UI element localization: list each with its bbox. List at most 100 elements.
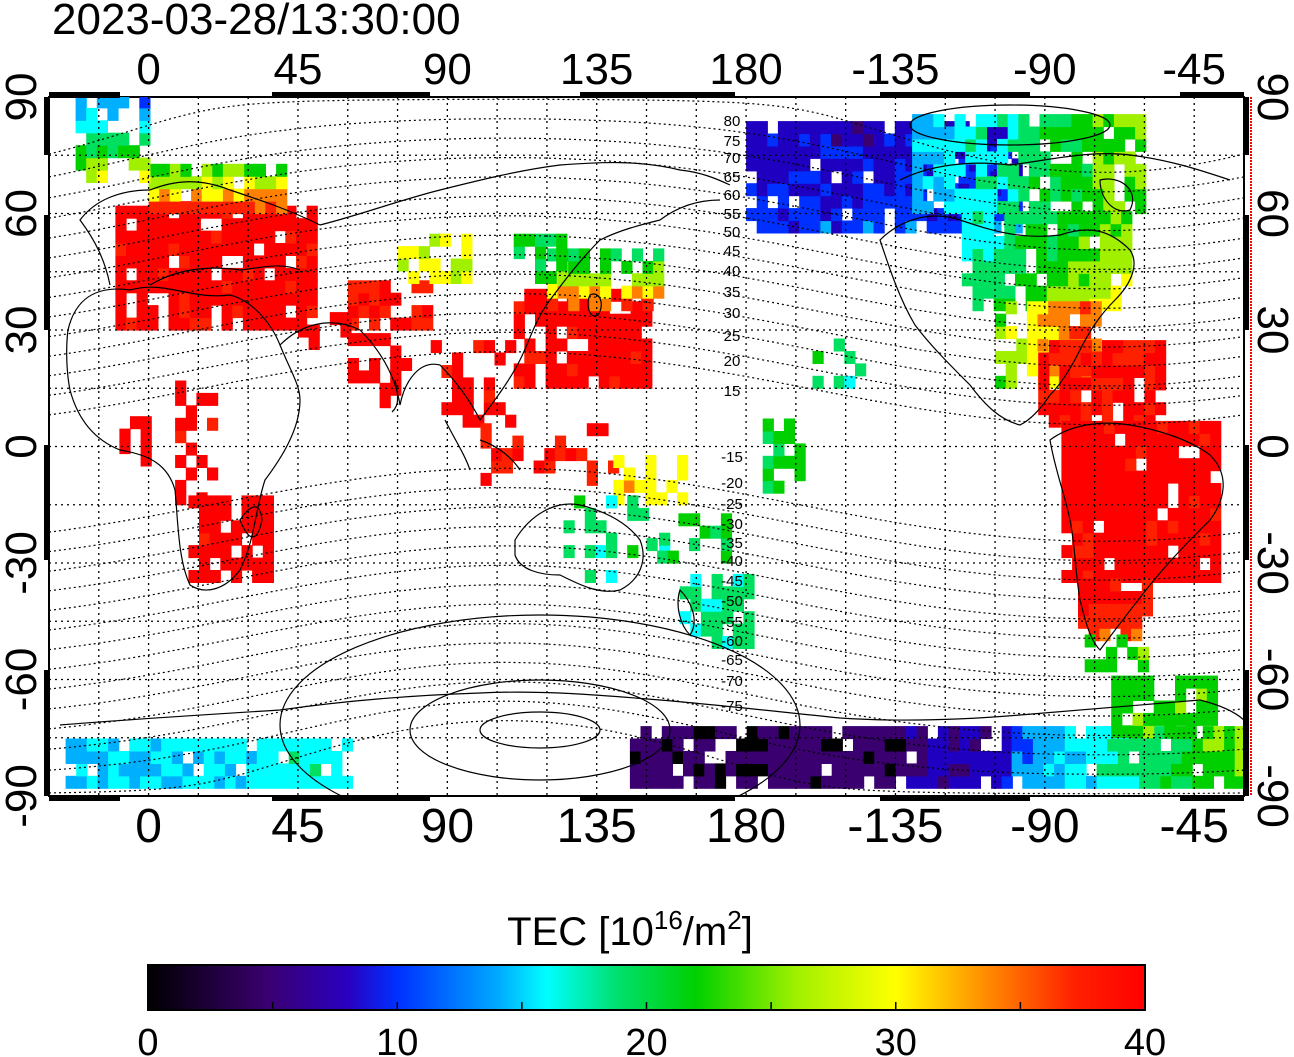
mag-contour	[49, 603, 1244, 678]
tec-cell	[905, 170, 917, 184]
tec-cell	[1114, 557, 1126, 571]
tec-cell	[1132, 688, 1144, 701]
tec-cell	[812, 375, 824, 389]
tec-cell	[969, 751, 981, 764]
tec-cell	[168, 317, 180, 331]
tec-cell	[852, 158, 864, 172]
tec-cell	[233, 188, 245, 202]
tec-cell	[1199, 495, 1211, 509]
mag-contour	[49, 157, 1244, 232]
mag-lat-label: -35	[721, 535, 743, 552]
tec-cell	[1001, 763, 1013, 777]
lon-tick-bottom: 0	[135, 800, 162, 853]
tec-cell	[577, 363, 589, 377]
tec-cell	[1072, 557, 1084, 571]
tec-cell	[672, 775, 684, 789]
tec-cell	[96, 120, 108, 134]
tec-cell	[157, 218, 170, 232]
tec-cell	[1114, 545, 1126, 559]
lat-tick-right: 90	[1248, 73, 1294, 122]
tec-cell	[96, 157, 108, 171]
tec-cell	[544, 460, 556, 474]
tec-cell	[544, 448, 556, 462]
tec-cell	[1135, 176, 1147, 190]
tec-cell	[1175, 712, 1187, 726]
tec-cell	[937, 763, 950, 777]
tec-cell	[1093, 557, 1105, 571]
tec-cell	[86, 145, 98, 159]
tec-cell	[1103, 188, 1115, 202]
tec-cell	[1196, 700, 1208, 714]
tec-cell	[189, 230, 201, 244]
tec-cell	[1004, 236, 1016, 249]
tec-cell	[912, 138, 924, 152]
tec-cell	[1071, 138, 1083, 152]
tec-cell	[1146, 507, 1158, 521]
tec-cell	[159, 188, 171, 202]
tec-cell	[150, 775, 162, 789]
tec-cell	[853, 738, 865, 752]
tec-cell	[1210, 557, 1222, 571]
tec-cell	[358, 370, 370, 384]
tec-cell	[441, 402, 453, 416]
tec-cell	[1080, 352, 1092, 366]
tec-cell	[211, 292, 223, 306]
tec-cell	[609, 288, 621, 302]
tec-cell	[1004, 211, 1016, 225]
tec-cell	[965, 188, 977, 202]
tec-cell	[831, 145, 843, 159]
tec-cell	[1088, 591, 1100, 604]
tec-cell	[657, 550, 669, 564]
tec-cell	[1224, 751, 1236, 764]
tec-cell	[922, 151, 934, 165]
tec-cell	[267, 775, 279, 789]
tec-cell	[140, 751, 152, 764]
tec-cell	[778, 726, 790, 740]
tec-cell	[1120, 615, 1132, 629]
tec-cell	[1059, 402, 1071, 416]
tec-cell	[937, 775, 950, 789]
tec-cell	[1048, 352, 1060, 366]
tec-cell	[991, 763, 1003, 777]
tec-cell	[1093, 420, 1105, 434]
tec-cell	[267, 751, 279, 764]
tec-cell	[972, 248, 984, 262]
tec-cell	[1060, 126, 1072, 140]
tec-cell	[1157, 445, 1169, 459]
tec-cell	[264, 280, 276, 294]
tec-cell	[777, 158, 790, 172]
tec-cell	[799, 133, 811, 147]
tec-cell	[1178, 520, 1190, 534]
tec-cell	[1048, 402, 1060, 416]
tec-cell	[732, 573, 744, 587]
tec-cell	[556, 258, 568, 272]
tec-cell	[773, 431, 785, 444]
tec-cell	[129, 775, 141, 789]
tec-cell	[1103, 433, 1116, 447]
tec-cell	[1064, 763, 1076, 777]
tec-cell	[136, 255, 148, 269]
tec-cell	[1092, 163, 1104, 177]
tec-cell	[922, 114, 934, 128]
tec-cell	[1113, 114, 1126, 128]
tec-cell	[1192, 751, 1204, 764]
tec-cell	[852, 220, 864, 234]
tec-cell	[972, 298, 984, 312]
tec-cell	[736, 751, 748, 764]
tec-cell	[1135, 201, 1147, 215]
tec-cell	[653, 248, 665, 262]
tec-cell	[683, 763, 695, 777]
tec-cell	[115, 243, 127, 256]
tec-cell	[1144, 365, 1156, 378]
tec-cell	[1157, 520, 1169, 534]
tec-cell	[1061, 507, 1073, 521]
tec-cell	[610, 248, 622, 262]
tec-cell	[810, 775, 822, 789]
tec-cell	[75, 97, 87, 109]
tec-cell	[986, 151, 998, 165]
tec-cell	[778, 763, 790, 777]
tec-cell	[778, 738, 790, 752]
tec-cell	[179, 255, 191, 269]
edge-bar-top	[1180, 92, 1244, 98]
tec-cell	[505, 340, 517, 354]
